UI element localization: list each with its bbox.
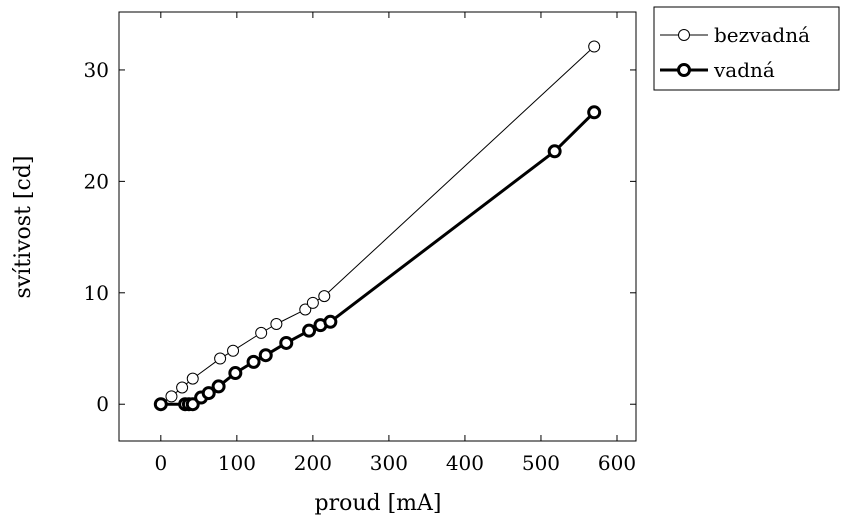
data-point [176, 381, 189, 394]
series-bezvadna [154, 40, 601, 411]
data-point [279, 335, 294, 350]
series-vadna [153, 105, 602, 412]
series-line [160, 46, 595, 405]
data-point [227, 344, 240, 357]
series-layer [153, 40, 602, 412]
data-point [246, 354, 261, 369]
y-tick-label: 10 [84, 281, 109, 305]
plot-frame [118, 11, 637, 442]
data-point [228, 366, 243, 381]
data-point [153, 397, 168, 412]
legend-marker-bezvadna [678, 29, 690, 41]
data-point [214, 352, 227, 365]
legend: bezvadná vadná [653, 6, 840, 91]
data-point [258, 348, 273, 363]
data-point [255, 326, 268, 339]
data-point [547, 144, 562, 159]
axis-ticks: 0 100 200 300 400 500 600 0 10 20 30 [84, 12, 636, 475]
legend-label-bezvadna: bezvadná [714, 23, 810, 47]
data-point [318, 290, 331, 303]
y-tick-label: 30 [84, 58, 109, 82]
x-tick-label: 600 [598, 451, 636, 475]
plot-area [118, 11, 637, 442]
legend-marker-vadna [677, 63, 691, 77]
x-tick-label: 300 [370, 451, 408, 475]
data-point [211, 379, 226, 394]
data-point [201, 386, 216, 401]
legend-label-vadna: vadná [713, 58, 775, 82]
x-tick-label: 400 [446, 451, 484, 475]
y-axis-label: svítivost [cd] [11, 156, 36, 299]
x-tick-label: 500 [522, 451, 560, 475]
data-point [302, 323, 317, 338]
data-point [588, 40, 601, 53]
x-axis-label: proud [mA] [314, 491, 441, 516]
x-tick-label: 200 [294, 451, 332, 475]
data-point [186, 372, 199, 385]
data-point [306, 296, 319, 309]
data-point [323, 314, 338, 329]
data-point [165, 390, 178, 403]
data-point [299, 303, 312, 316]
x-tick-label: 100 [218, 451, 256, 475]
data-point [270, 318, 283, 330]
data-point [587, 105, 602, 120]
x-tick-label: 0 [154, 451, 167, 475]
y-tick-label: 0 [96, 392, 109, 416]
series-line [160, 111, 596, 406]
y-tick-label: 20 [84, 169, 109, 193]
